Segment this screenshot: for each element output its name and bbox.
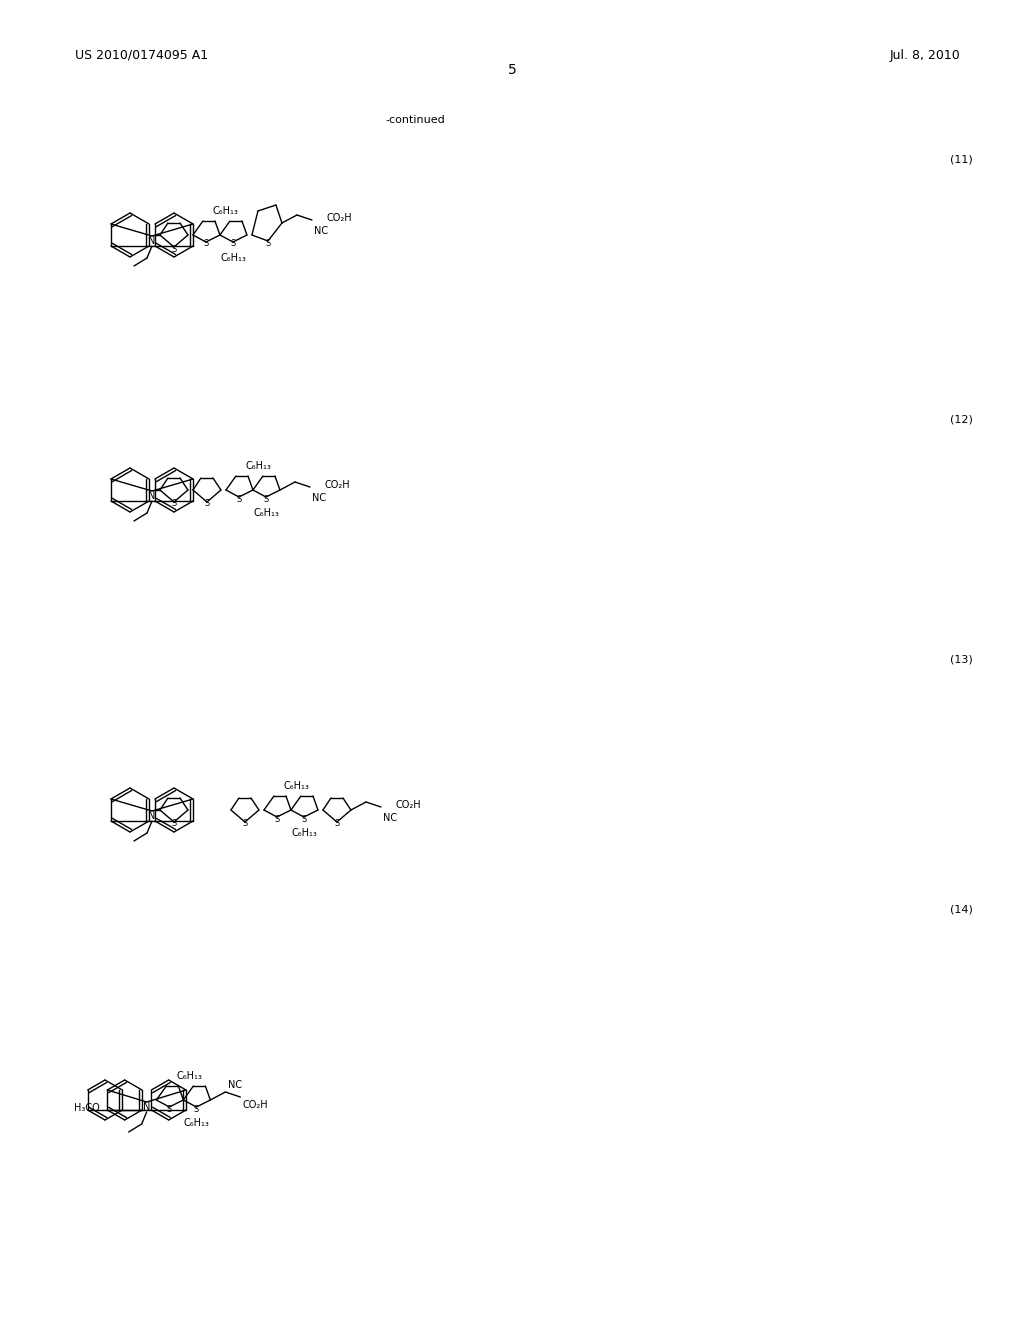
Text: S: S	[301, 814, 306, 824]
Text: N: N	[148, 491, 156, 502]
Text: NC: NC	[312, 492, 326, 503]
Text: S: S	[263, 495, 268, 503]
Text: C₆H₁₃: C₆H₁₃	[183, 1118, 209, 1129]
Text: S: S	[171, 244, 176, 253]
Text: S: S	[334, 820, 340, 829]
Text: C₆H₁₃: C₆H₁₃	[291, 828, 316, 838]
Text: S: S	[171, 820, 176, 829]
Text: NC: NC	[383, 813, 397, 822]
Text: C₆H₁₃: C₆H₁₃	[213, 206, 239, 216]
Text: CO₂H: CO₂H	[325, 480, 350, 490]
Text: C₆H₁₃: C₆H₁₃	[176, 1071, 202, 1081]
Text: N: N	[143, 1102, 151, 1111]
Text: US 2010/0174095 A1: US 2010/0174095 A1	[75, 49, 208, 62]
Text: C₆H₁₃: C₆H₁₃	[220, 253, 246, 263]
Text: S: S	[230, 239, 236, 248]
Text: S: S	[194, 1105, 199, 1114]
Text: S: S	[205, 499, 210, 508]
Text: -continued: -continued	[385, 115, 444, 125]
Text: NC: NC	[314, 226, 328, 236]
Text: CO₂H: CO₂H	[327, 213, 352, 223]
Text: S: S	[171, 499, 176, 508]
Text: C₆H₁₃: C₆H₁₃	[284, 781, 310, 791]
Text: S: S	[274, 814, 280, 824]
Text: S: S	[243, 820, 248, 829]
Text: S: S	[167, 1105, 172, 1114]
Text: N: N	[148, 810, 156, 821]
Text: (12): (12)	[950, 414, 973, 425]
Text: C₆H₁₃: C₆H₁₃	[253, 508, 279, 517]
Text: CO₂H: CO₂H	[396, 800, 422, 810]
Text: NC: NC	[228, 1080, 243, 1090]
Text: S: S	[204, 239, 209, 248]
Text: S: S	[265, 239, 270, 248]
Text: 5: 5	[508, 63, 516, 77]
Text: (13): (13)	[950, 655, 973, 665]
Text: Jul. 8, 2010: Jul. 8, 2010	[889, 49, 961, 62]
Text: CO₂H: CO₂H	[243, 1100, 268, 1110]
Text: S: S	[237, 495, 242, 503]
Text: C₆H₁₃: C₆H₁₃	[246, 461, 271, 471]
Text: H₃CO: H₃CO	[75, 1104, 100, 1113]
Text: (11): (11)	[950, 154, 973, 165]
Text: (14): (14)	[950, 906, 973, 915]
Text: N: N	[148, 236, 156, 246]
